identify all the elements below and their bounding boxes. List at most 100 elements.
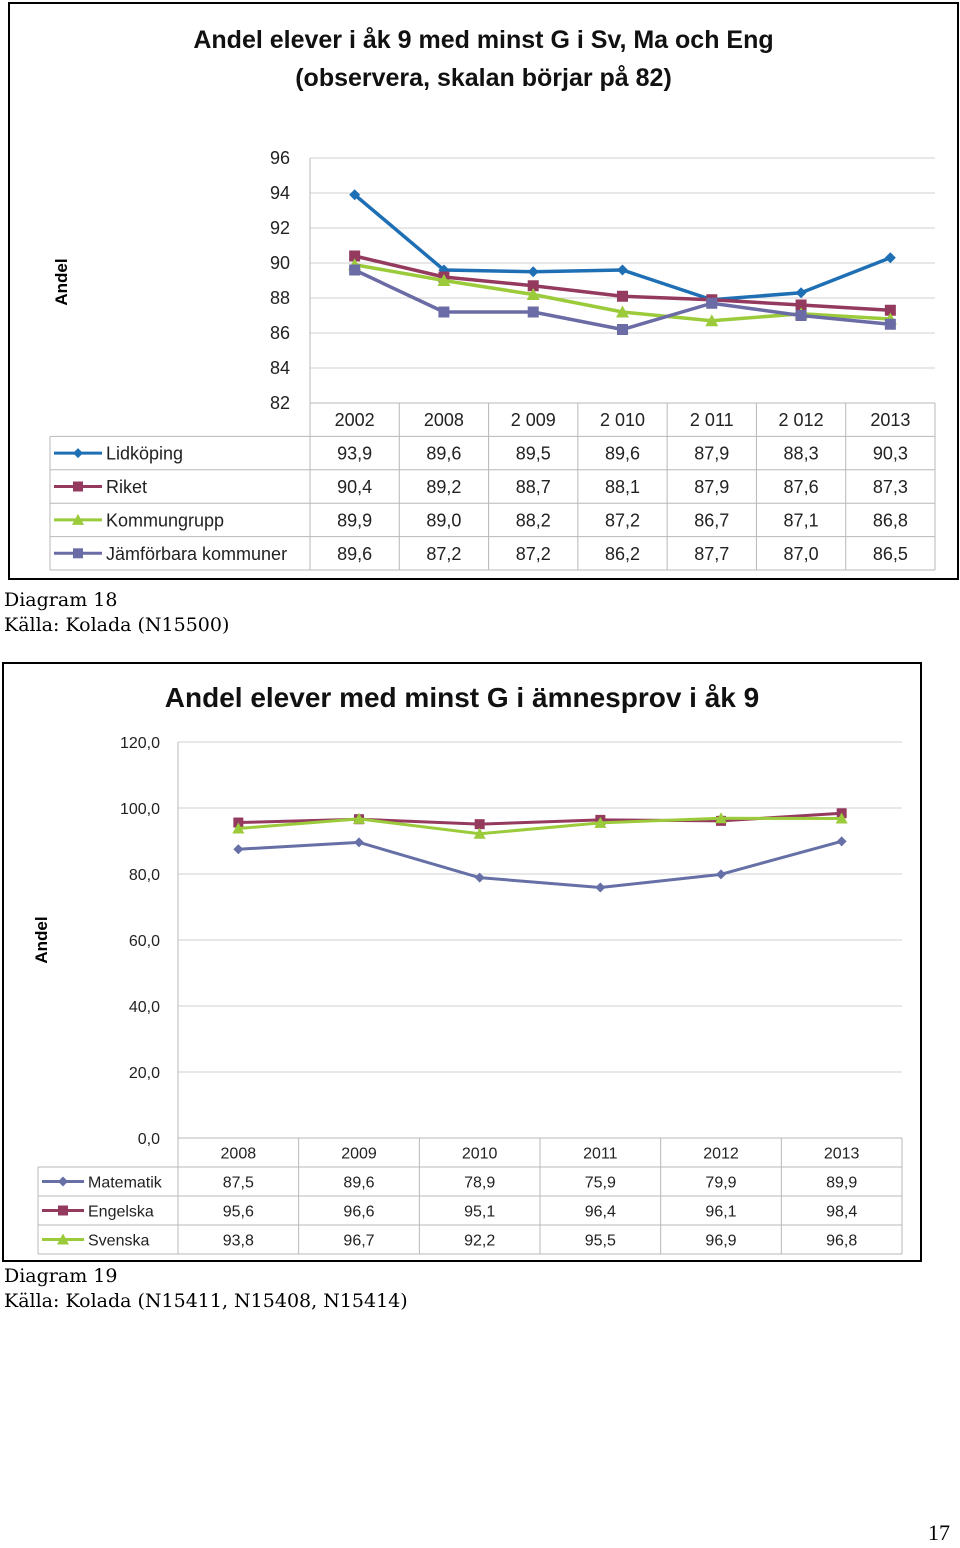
y-tick-label: 20,0 (129, 1065, 160, 1082)
legend-series-name: Engelska (88, 1203, 154, 1220)
legend-key-marker (73, 448, 83, 459)
x-category-label: 2012 (703, 1145, 739, 1162)
y-tick-label: 84 (270, 358, 290, 378)
data-point (353, 812, 365, 824)
y-tick-label: 90 (270, 253, 290, 273)
chart1-title: Andel elever i åk 9 med minst G i Sv, Ma… (193, 26, 774, 54)
x-category-label: 2010 (462, 1145, 498, 1162)
data-point (527, 266, 539, 278)
data-value-label: 95,6 (223, 1203, 254, 1220)
data-point (594, 816, 607, 828)
data-value-label: 89,5 (516, 444, 551, 464)
data-value-label: 89,2 (426, 477, 461, 497)
data-value-label: 87,3 (873, 477, 908, 497)
data-point (474, 819, 485, 830)
data-value-label: 87,1 (784, 510, 819, 530)
data-point (474, 872, 485, 883)
data-value-label: 87,2 (516, 544, 551, 564)
data-value-label: 78,9 (464, 1174, 495, 1191)
data-point (233, 844, 244, 855)
data-value-label: 96,1 (705, 1203, 736, 1220)
data-value-label: 86,2 (605, 544, 640, 564)
data-value-label: 89,9 (826, 1174, 857, 1191)
data-value-label: 87,5 (223, 1174, 254, 1191)
chart1-caption: Diagram 18 Källa: Kolada (N15500) (4, 588, 229, 638)
data-value-label: 89,9 (337, 510, 372, 530)
data-value-label: 96,4 (585, 1203, 616, 1220)
data-point (616, 305, 629, 318)
data-point (617, 290, 628, 302)
data-value-label: 89,6 (426, 444, 461, 464)
x-category-label: 2011 (583, 1145, 618, 1162)
data-value-label: 75,9 (585, 1174, 616, 1191)
data-value-label: 93,9 (337, 444, 372, 464)
data-value-label: 92,2 (464, 1232, 495, 1249)
data-point (354, 837, 364, 848)
data-value-label: 86,5 (873, 544, 908, 564)
chart1-caption-source: Källa: Kolada (N15500) (4, 614, 230, 636)
y-tick-label: 120,0 (120, 735, 160, 752)
data-value-label: 96,6 (343, 1203, 374, 1220)
data-value-label: 98,4 (826, 1203, 857, 1220)
data-point (527, 280, 539, 292)
y-tick-label: 60,0 (129, 933, 160, 950)
y-tick-label: 92 (270, 218, 290, 238)
data-point (884, 318, 896, 330)
series-line (353, 193, 891, 302)
data-value-label: 96,8 (826, 1232, 857, 1249)
series-line (238, 816, 842, 836)
data-point (438, 306, 450, 318)
data-value-label: 95,5 (585, 1232, 616, 1249)
data-value-label: 87,7 (694, 544, 729, 564)
data-value-label: 87,6 (784, 477, 819, 497)
data-point (835, 812, 848, 824)
y-tick-label: 94 (270, 183, 290, 203)
legend-series-name: Kommungrupp (106, 510, 224, 530)
data-value-label: 89,6 (337, 544, 372, 564)
data-value-label: 96,7 (343, 1232, 374, 1249)
legend-series-name: Matematik (88, 1174, 163, 1191)
data-point (527, 306, 539, 318)
data-value-label: 89,0 (426, 510, 461, 530)
chart1-subtitle: (observera, skalan börjar på 82) (295, 64, 672, 92)
data-value-label: 88,1 (605, 477, 640, 497)
data-point (884, 304, 896, 316)
data-value-label: 79,9 (705, 1174, 736, 1191)
x-category-label: 2008 (424, 410, 464, 430)
data-value-label: 88,2 (516, 510, 551, 530)
x-category-label: 2002 (335, 410, 375, 430)
data-point (716, 869, 726, 880)
legend-key-marker (58, 1176, 68, 1187)
data-point (715, 812, 727, 824)
y-tick-label: 100,0 (120, 801, 160, 818)
y-tick-label: 0,0 (138, 1131, 160, 1148)
x-category-label: 2009 (341, 1145, 377, 1162)
data-value-label: 88,7 (516, 477, 551, 497)
y-tick-label: 88 (270, 288, 290, 308)
data-point (706, 297, 718, 309)
data-point (349, 250, 361, 262)
y-tick-label: 80,0 (129, 867, 160, 884)
chart1-plot: 96 94 92 90 88 86 84 82 2002 2008 2 009 2 010 2 011 2… (49, 148, 936, 571)
legend-key-marker (72, 513, 84, 525)
data-point (617, 264, 628, 276)
legend-series-name: Jämförbara kommuner (106, 544, 287, 564)
y-tick-label: 82 (270, 393, 290, 413)
chart1-caption-number: Diagram 18 (4, 589, 118, 611)
x-category-label: 2013 (824, 1145, 860, 1162)
data-point (795, 299, 807, 311)
data-value-label: 90,3 (873, 444, 908, 464)
data-point (795, 310, 807, 321)
data-value-label: 87,9 (694, 444, 729, 464)
legend-key-marker (73, 481, 83, 492)
data-value-label: 95,1 (464, 1203, 495, 1220)
chart2-plot: 120,0 100,0 80,0 60,0 40,0 20,0 0,0 2008 2009 201… (37, 735, 903, 1255)
data-point (705, 314, 719, 327)
data-value-label: 90,4 (337, 477, 372, 497)
y-tick-label: 96 (270, 148, 290, 168)
page-number: 17 (928, 1520, 950, 1545)
data-point (617, 324, 628, 335)
data-value-label: 87,9 (694, 477, 729, 497)
data-point (595, 882, 606, 893)
legend-key-marker (57, 1233, 69, 1245)
